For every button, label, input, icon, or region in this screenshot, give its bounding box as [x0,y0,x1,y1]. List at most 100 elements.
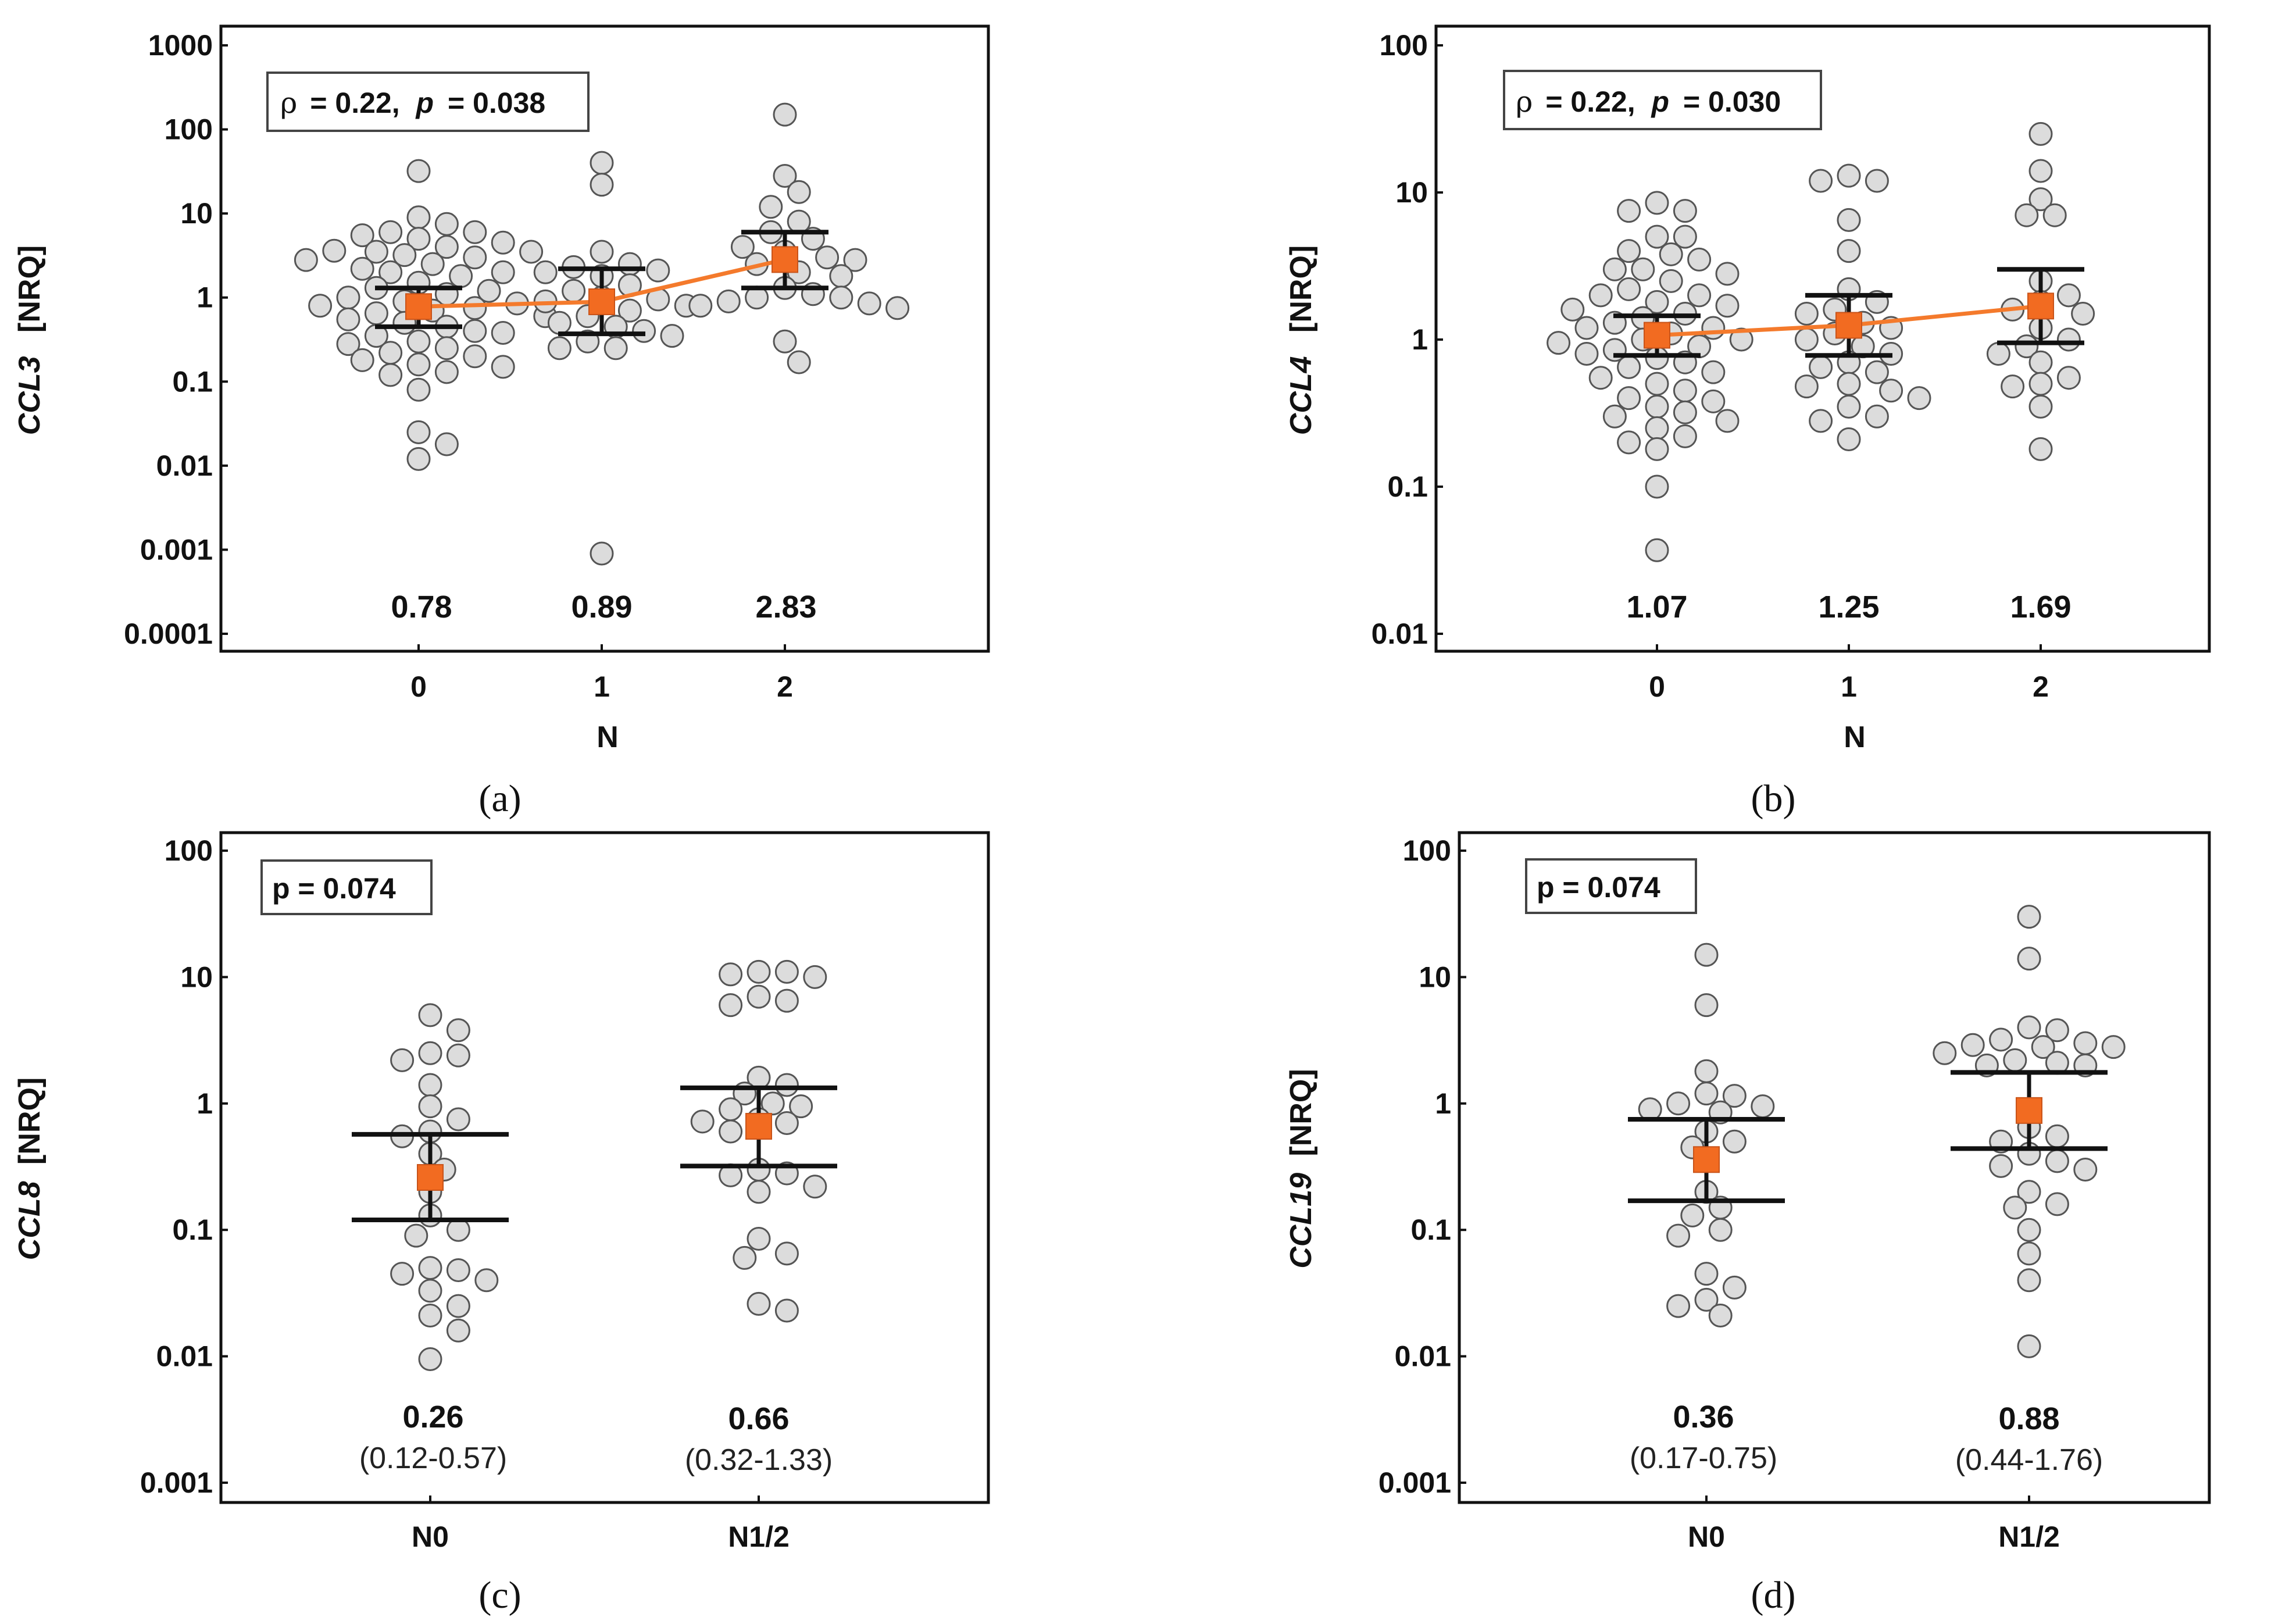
y-axis-title: CCL19 [NRQ] [1284,1069,1318,1268]
y-tick-label: 1 [197,281,213,314]
data-point [857,291,881,316]
data-point [829,264,853,288]
y-tick-label: 0.01 [156,1340,213,1373]
data-point [590,240,614,264]
data-point [406,329,431,354]
data-point [2028,372,2053,396]
x-tick-label: N1/2 [1998,1521,2060,1553]
data-point [1560,297,1585,322]
x-tick-label: N1/2 [728,1521,790,1553]
unit-label: [NRQ] [1284,245,1318,333]
x-tick-label: 2 [777,670,793,703]
data-point [1907,386,1931,411]
data-point [1687,247,1712,272]
data-point [418,1003,442,1027]
data-point [1694,993,1719,1018]
data-point [1794,301,1819,326]
data-point [562,279,586,303]
data-point [1666,1223,1691,1248]
data-point [747,959,771,984]
data-point [829,285,853,310]
median-label: 1.07 [1626,590,1687,624]
median-label: 0.66 [728,1401,789,1436]
data-point [646,258,670,283]
data-point [1809,169,1833,193]
data-point [773,102,797,127]
data-point [446,1258,470,1282]
data-point [1729,327,1753,352]
data-point [1574,342,1599,366]
data-point [406,377,431,402]
data-point [491,260,515,284]
y-axis-title: CCL4 [NRQ] [1284,245,1318,435]
y-tick-label: 0.1 [172,365,213,398]
data-point [774,1298,799,1323]
data-point [1879,379,1903,403]
data-point [733,1245,757,1270]
data-point [1673,400,1697,424]
data-point [2073,1031,2098,1055]
data-point [1547,331,1571,355]
data-point [885,296,910,320]
data-point [1809,409,1833,433]
median-label: 0.78 [391,590,452,624]
x-tick-label: 0 [410,670,427,703]
data-point [364,301,388,326]
data-point [1989,1027,2013,1052]
stats-text: p = 0.074 [272,872,396,905]
stats-text: p = 0.074 [1537,871,1660,904]
data-point [1694,943,1719,967]
y-tick-label: 0.1 [1387,470,1428,503]
data-point [1933,1041,1957,1065]
x-tick-label: N0 [412,1521,449,1553]
data-point [1722,1129,1747,1154]
data-point [2017,1268,2041,1293]
y-tick-label: 0.1 [1410,1213,1451,1246]
data-point [2028,350,2053,374]
plot-frame [219,831,990,1504]
data-point [350,348,374,372]
data-point [1617,239,1641,263]
data-point [590,173,614,197]
data-point [2001,374,2025,399]
x-tick-label: 2 [2033,670,2049,703]
data-point [590,151,614,175]
rho-value: = 0.22, [1545,85,1635,118]
stats-box [266,72,590,132]
rho-symbol: ρ [1516,85,1533,119]
data-point [803,965,827,989]
data-point [603,336,628,361]
data-point [533,260,558,284]
median-label: 0.89 [571,590,632,624]
data-point [1673,379,1697,403]
data-point [2028,437,2053,461]
iqr-label: (0.17-0.75) [1630,1441,1777,1475]
data-point [1722,1275,1747,1300]
data-point [2028,159,2053,183]
rho-value: = 0.22, [310,87,399,119]
data-point [1645,372,1669,396]
data-point [404,1223,428,1248]
data-point [392,243,417,267]
y-tick-label: 10 [180,961,213,993]
median-marker [772,246,798,273]
data-point [463,296,487,320]
y-tick-label: 0.01 [1372,618,1428,650]
data-point [774,959,799,984]
data-point [774,1111,799,1135]
stats-box [1503,70,1822,130]
data-point [1794,374,1819,399]
median-label: 1.25 [1818,590,1879,624]
data-point [350,223,374,248]
median-marker [2016,1097,2042,1124]
data-point [406,227,431,251]
data-point [2028,122,2053,146]
data-point [716,289,741,313]
data-point [418,1304,442,1328]
data-point [1645,224,1669,249]
data-point [773,163,797,188]
data-point [2031,1035,2055,1059]
x-axis-title: N [1844,720,1866,754]
